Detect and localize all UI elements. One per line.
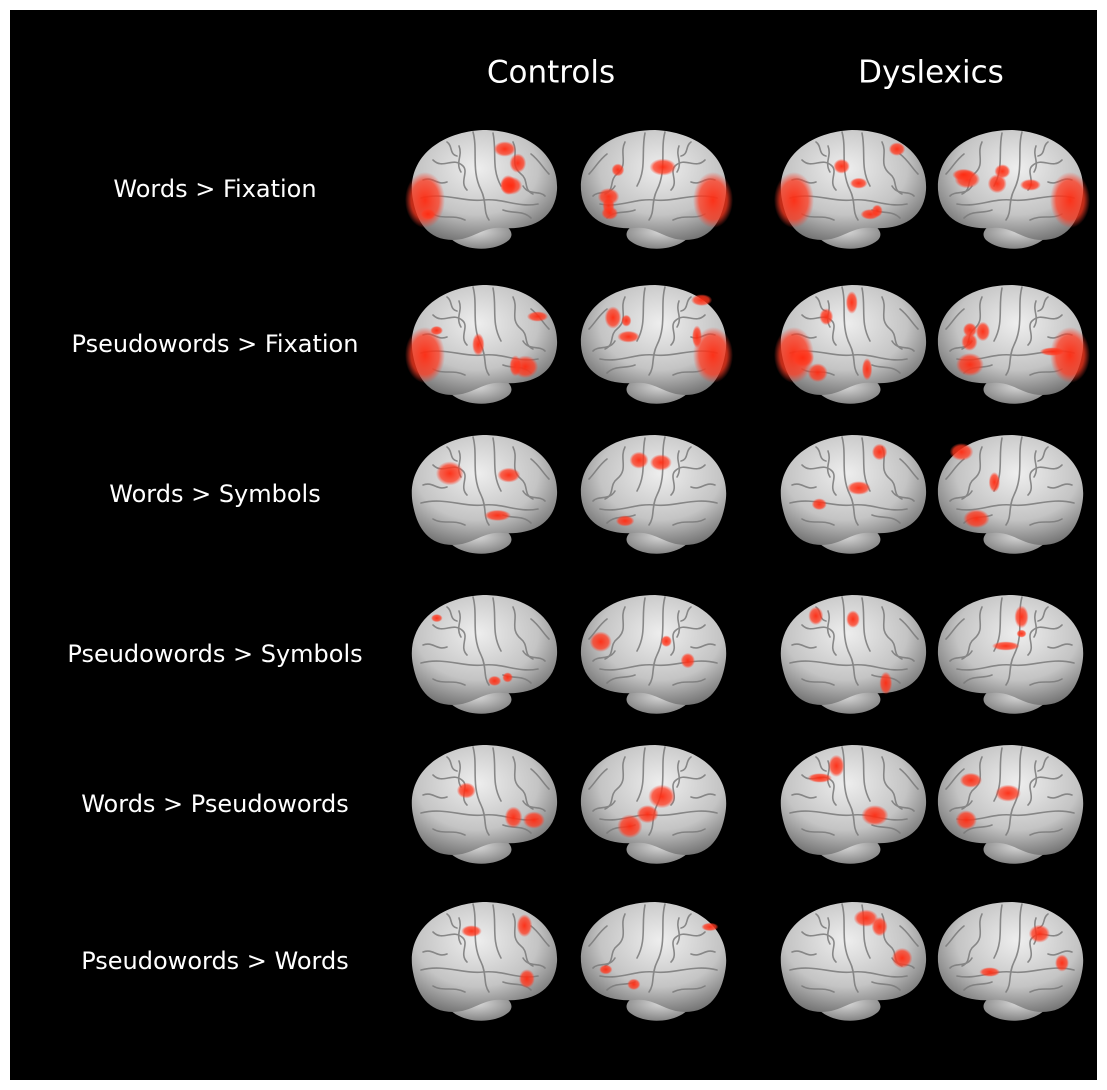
activation [808, 607, 823, 625]
activation [693, 172, 733, 228]
activation [846, 291, 858, 314]
activation [861, 209, 880, 220]
activation [627, 979, 640, 990]
activation [621, 315, 631, 327]
activation [630, 452, 649, 469]
activation [950, 443, 974, 461]
activation [1055, 954, 1069, 971]
activation [963, 509, 989, 528]
activation [612, 164, 625, 177]
column-header: Dyslexics [858, 55, 1004, 91]
activation [527, 311, 548, 321]
activation [961, 333, 977, 351]
activation [862, 358, 872, 380]
activation [519, 969, 535, 988]
activation [892, 948, 913, 968]
activation [792, 348, 815, 367]
activation [488, 676, 501, 686]
activation [502, 672, 513, 682]
activation [497, 468, 520, 483]
activation [661, 635, 672, 647]
activation [850, 178, 868, 189]
activation [590, 632, 612, 652]
activation [828, 755, 844, 777]
activation [819, 308, 833, 325]
activation [1050, 172, 1090, 228]
activation [494, 141, 516, 156]
activation [1014, 606, 1028, 629]
activation [1020, 179, 1041, 191]
activation [979, 967, 1000, 977]
activation [846, 610, 860, 628]
activation [872, 444, 887, 461]
activation [405, 327, 445, 383]
activation [812, 498, 827, 510]
activation [701, 923, 718, 931]
figure: Controls Dyslexics Words > Fixation Pseud… [0, 0, 1107, 1090]
activation [956, 353, 984, 376]
activation [879, 672, 892, 695]
activation [512, 356, 538, 379]
activation [989, 472, 1000, 492]
activation [691, 294, 712, 306]
activation [692, 325, 702, 348]
activation [617, 814, 642, 838]
activation [405, 172, 445, 228]
page: {"header": {"columns": ["Controls", "Dys… [0, 0, 1107, 1090]
activation [430, 326, 443, 335]
activation [992, 641, 1020, 650]
activation [1040, 347, 1066, 356]
activation [861, 805, 888, 826]
activation [509, 154, 526, 173]
row-label: Words > Symbols [109, 480, 320, 508]
activation [601, 206, 618, 219]
activation [994, 164, 1010, 178]
activation [616, 515, 635, 526]
activation [517, 914, 533, 937]
column-header: Controls [487, 55, 615, 91]
row-label: Words > Fixation [113, 175, 316, 203]
activation [960, 773, 982, 788]
activation [808, 363, 828, 382]
activation [650, 159, 677, 176]
row-label: Words > Pseudowords [81, 790, 349, 818]
activation [1029, 925, 1050, 943]
activation [457, 783, 476, 799]
activation [681, 653, 695, 668]
activation [847, 481, 871, 495]
activation [1017, 630, 1027, 638]
activation [808, 773, 832, 783]
activation [436, 461, 464, 485]
activation [420, 208, 435, 219]
activation [976, 322, 990, 342]
activation [956, 810, 977, 829]
activation [617, 331, 639, 343]
activation [952, 169, 975, 181]
row-label: Pseudowords > Symbols [67, 640, 362, 668]
activation [484, 510, 511, 521]
activation [505, 807, 523, 829]
activation [605, 306, 622, 328]
activation [472, 333, 484, 356]
activation [833, 159, 850, 174]
activation [500, 177, 522, 195]
activation [461, 925, 482, 937]
activation [599, 965, 612, 975]
row-label: Pseudowords > Words [81, 947, 349, 975]
activation [774, 172, 814, 228]
activation [650, 454, 672, 470]
activation [431, 614, 443, 622]
activation [889, 142, 906, 156]
activation [598, 188, 620, 205]
activation [995, 785, 1021, 802]
row-label: Pseudowords > Fixation [72, 330, 359, 358]
activation [648, 785, 675, 809]
activation [872, 917, 888, 936]
activation [523, 812, 545, 829]
